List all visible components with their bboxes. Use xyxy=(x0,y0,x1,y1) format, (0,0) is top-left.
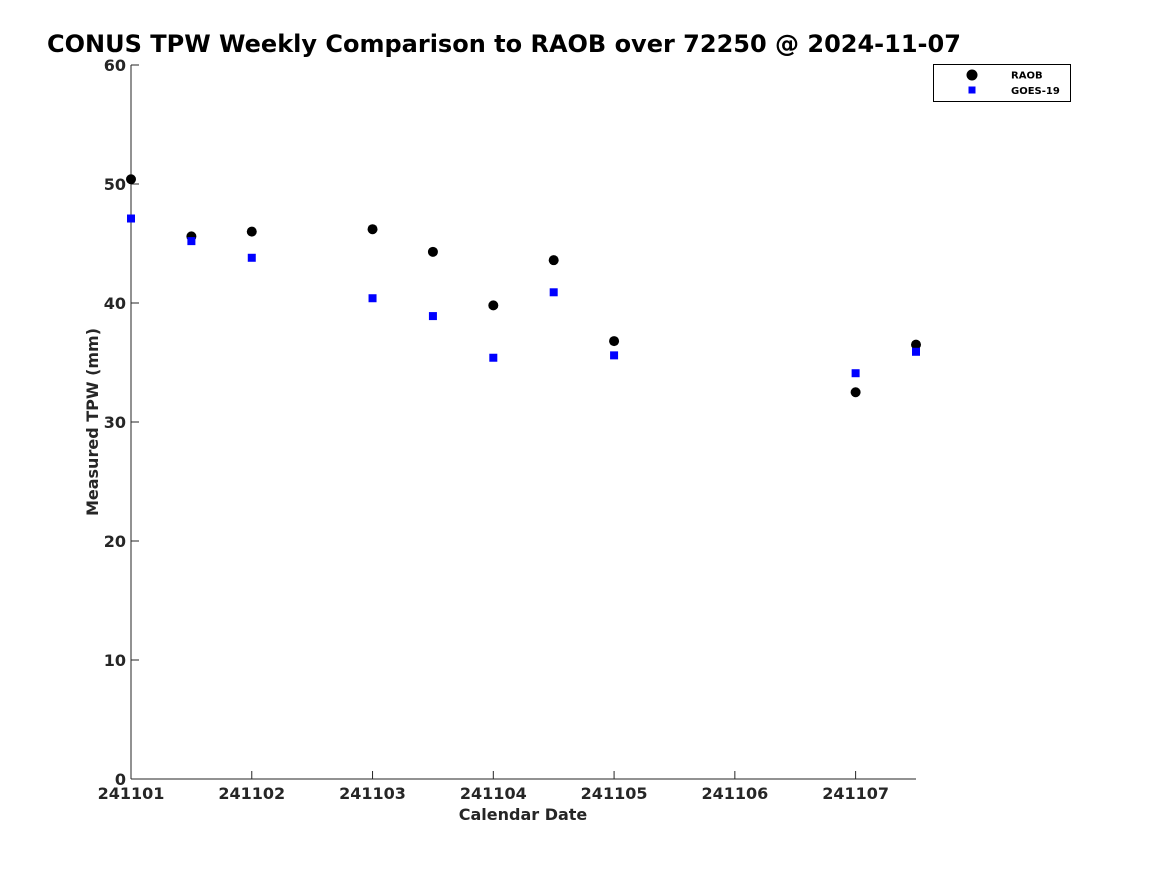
x-tick-label: 241102 xyxy=(218,784,285,803)
y-tick-label: 10 xyxy=(104,651,126,670)
raob-point xyxy=(548,255,559,266)
raob-point xyxy=(609,336,620,347)
goes-19-point xyxy=(368,294,377,303)
x-tick-label: 241105 xyxy=(581,784,648,803)
legend: RAOB GOES-19 xyxy=(933,64,1071,102)
y-tick-label: 60 xyxy=(104,56,126,75)
goes-19-point xyxy=(489,353,498,362)
x-tick-label: 241103 xyxy=(339,784,406,803)
raob-point xyxy=(246,226,257,237)
chart-title: CONUS TPW Weekly Comparison to RAOB over… xyxy=(47,30,961,58)
raob-point xyxy=(850,387,861,398)
raob-point xyxy=(488,300,499,311)
y-tick-label: 30 xyxy=(104,413,126,432)
goes-19-point xyxy=(610,351,619,360)
raob-point xyxy=(427,246,438,257)
y-axis-label: Measured TPW (mm) xyxy=(83,328,102,516)
goes-19-point xyxy=(247,253,256,262)
legend-box xyxy=(933,64,1071,102)
raob-point xyxy=(126,174,136,185)
goes-19-point xyxy=(127,214,135,223)
raob-point xyxy=(367,224,378,235)
x-axis-label: Calendar Date xyxy=(459,805,588,824)
y-tick-label: 50 xyxy=(104,175,126,194)
x-axis-ticks: 241101 241102 241103 241104 241105 241106 2411… xyxy=(98,771,889,803)
legend-label-raob: RAOB xyxy=(1011,71,1043,82)
legend-marker-raob xyxy=(966,69,978,81)
y-tick-label: 40 xyxy=(104,294,126,313)
y-axis-ticks: 0 10 20 30 40 50 60 xyxy=(104,56,139,789)
goes-19-point xyxy=(549,288,558,297)
raob-point xyxy=(911,339,921,350)
x-tick-label: 241104 xyxy=(460,784,527,803)
goes-19-point xyxy=(428,312,437,321)
y-tick-label: 0 xyxy=(115,770,126,789)
plot-axes xyxy=(130,65,916,780)
y-tick-label: 20 xyxy=(104,532,126,551)
x-tick-label: 241107 xyxy=(822,784,889,803)
legend-label-goes: GOES-19 xyxy=(1011,86,1060,97)
goes-19-point xyxy=(187,237,196,246)
x-tick-label: 241101 xyxy=(98,784,165,803)
goes-19-point xyxy=(851,369,860,378)
data-points xyxy=(126,174,921,398)
goes-19-point xyxy=(912,347,920,356)
x-tick-label: 241106 xyxy=(701,784,768,803)
legend-marker-goes xyxy=(968,86,976,94)
